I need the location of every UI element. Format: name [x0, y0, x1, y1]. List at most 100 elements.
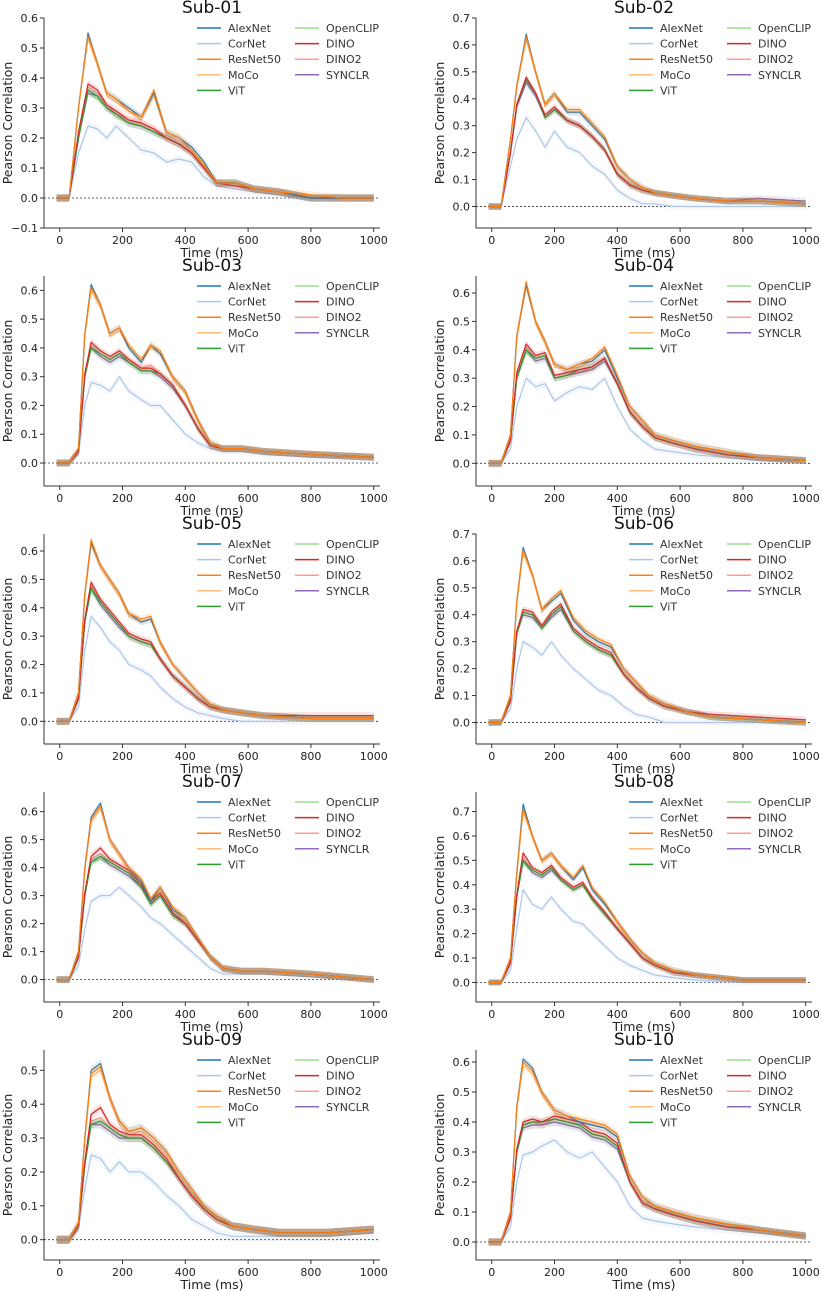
legend-label-moco: MoCo — [660, 585, 691, 598]
legend-label-cornet: CorNet — [228, 554, 267, 567]
x-tick-label: 0 — [488, 492, 495, 505]
legend-label-openclip: OpenCLIP — [758, 22, 811, 35]
x-tick-label: 800 — [300, 492, 321, 505]
y-tick-label: 0.6 — [21, 284, 39, 297]
y-axis-label: Pearson Correlation — [432, 62, 447, 185]
y-tick-label: 0.1 — [21, 1200, 39, 1213]
legend-label-moco: MoCo — [660, 69, 691, 82]
legend-label-dino: DINO — [758, 296, 787, 309]
legend-label-synclr: SYNCLR — [326, 69, 370, 82]
chart-title: Sub-07 — [182, 772, 242, 792]
x-tick-label: 0 — [56, 750, 63, 763]
series-line-resnet50 — [488, 1061, 806, 1243]
y-tick-label: 0.0 — [21, 457, 39, 470]
legend-label-resnet50: ResNet50 — [660, 569, 713, 582]
legend-label-resnet50: ResNet50 — [660, 827, 713, 840]
x-axis-label: Time (ms) — [611, 245, 675, 260]
series-band-dino — [488, 1112, 806, 1246]
legend-label-moco: MoCo — [660, 327, 691, 340]
legend-label-vit: ViT — [660, 342, 677, 355]
y-tick-label: 0.5 — [21, 1064, 39, 1077]
series-line-resnet50 — [488, 808, 806, 984]
y-tick-label: 0.5 — [453, 315, 471, 328]
legend-label-alexnet: AlexNet — [660, 538, 704, 551]
x-axis-label: Time (ms) — [611, 761, 675, 776]
y-tick-label: 0.2 — [21, 399, 39, 412]
x-tick-label: 0 — [488, 1266, 495, 1279]
legend-label-resnet50: ResNet50 — [660, 1085, 713, 1098]
legend-label-vit: ViT — [228, 600, 245, 613]
series-band-synclr — [56, 1120, 374, 1244]
y-axis-label: Pearson Correlation — [432, 320, 447, 443]
y-tick-label: 0.6 — [21, 545, 39, 558]
legend-label-moco: MoCo — [228, 327, 259, 340]
legend-label-vit: ViT — [228, 1116, 245, 1129]
series-line-cornet — [488, 377, 806, 464]
legend-label-synclr: SYNCLR — [758, 69, 802, 82]
x-tick-label: 600 — [670, 1266, 691, 1279]
series-band-cornet — [56, 122, 374, 202]
legend-label-cornet: CorNet — [660, 38, 699, 51]
series-band-cornet — [488, 1136, 806, 1246]
x-tick-label: 200 — [544, 234, 565, 247]
series-line-synclr — [56, 1123, 374, 1241]
legend-label-cornet: CorNet — [228, 296, 267, 309]
x-tick-label: 0 — [56, 234, 63, 247]
series-line-openclip — [488, 862, 806, 984]
chart-panel-7: Sub-07 0.0 0.1 0.2 0.3 0.4 0.5 0.6 0 200 400 600 800… — [0, 772, 388, 1034]
series-band-alexnet — [488, 281, 806, 467]
legend-label-resnet50: ResNet50 — [660, 53, 713, 66]
y-tick-label: 0.6 — [453, 830, 471, 843]
legend-label-synclr: SYNCLR — [326, 1101, 370, 1114]
y-tick-label: 0.1 — [21, 946, 39, 959]
legend-label-resnet50: ResNet50 — [228, 311, 281, 324]
y-tick-label: 0.7 — [453, 806, 471, 819]
y-tick-label: 0.1 — [21, 162, 39, 175]
x-tick-label: 800 — [300, 1266, 321, 1279]
x-tick-label: 600 — [238, 492, 259, 505]
legend-label-synclr: SYNCLR — [758, 327, 802, 340]
series-band-dino2 — [56, 1113, 374, 1244]
legend-label-moco: MoCo — [228, 585, 259, 598]
y-tick-label: 0.3 — [21, 371, 39, 384]
legend-label-vit: ViT — [660, 84, 677, 97]
chart-title: Sub-02 — [614, 0, 674, 18]
x-tick-label: 1000 — [360, 1008, 388, 1021]
legend-label-cornet: CorNet — [660, 296, 699, 309]
series-band-dino — [488, 600, 806, 726]
x-tick-label: 0 — [488, 1008, 495, 1021]
legend-label-alexnet: AlexNet — [228, 280, 272, 293]
legend-label-dino2: DINO2 — [326, 569, 362, 582]
legend-label-dino: DINO — [758, 554, 787, 567]
legend-label-moco: MoCo — [660, 843, 691, 856]
y-tick-label: 0.0 — [21, 715, 39, 728]
legend-label-alexnet: AlexNet — [660, 280, 704, 293]
series-line-openclip — [488, 1121, 806, 1243]
series-line-resnet50 — [56, 35, 374, 199]
y-axis-label: Pearson Correlation — [432, 836, 447, 959]
series-line-cornet — [56, 886, 374, 981]
legend-label-resnet50: ResNet50 — [228, 569, 281, 582]
series-band-synclr — [488, 1118, 806, 1246]
legend-label-resnet50: ResNet50 — [228, 1085, 281, 1098]
y-tick-label: 0.4 — [21, 342, 39, 355]
series-line-resnet50 — [488, 549, 806, 724]
y-tick-label: 0.2 — [453, 401, 471, 414]
y-axis-label: Pearson Correlation — [0, 578, 15, 701]
x-tick-label: 1000 — [792, 750, 820, 763]
legend-label-dino: DINO — [326, 554, 355, 567]
x-tick-label: 800 — [300, 750, 321, 763]
series-band-openclip — [56, 344, 374, 467]
x-tick-label: 400 — [607, 1008, 628, 1021]
x-tick-label: 0 — [488, 750, 495, 763]
chart-title: Sub-06 — [614, 514, 674, 534]
x-tick-label: 400 — [175, 750, 196, 763]
legend-label-dino2: DINO2 — [326, 53, 362, 66]
x-tick-label: 800 — [732, 492, 753, 505]
y-tick-label: 0.2 — [453, 1176, 471, 1189]
x-tick-label: 600 — [670, 492, 691, 505]
chart-panel-1: Sub-01 −0.1 0.0 0.1 0.2 0.3 0.4 0.5 0.6 0 200 400 60… — [0, 0, 388, 260]
x-tick-label: 600 — [238, 234, 259, 247]
y-tick-label: 0.5 — [21, 313, 39, 326]
y-tick-label: 0.0 — [21, 1234, 39, 1247]
